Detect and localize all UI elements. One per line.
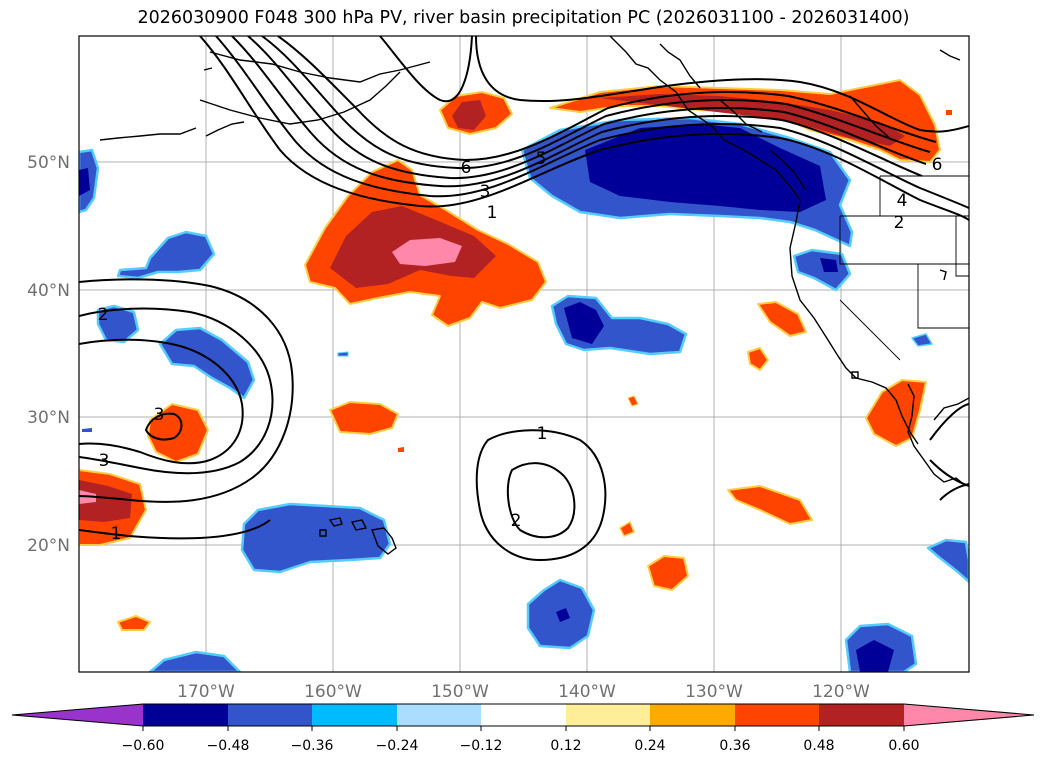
colorbar-tick-label: −0.12	[460, 738, 503, 754]
colorbar-segment	[819, 704, 904, 726]
colorbar-extend-low	[12, 704, 143, 726]
colorbar-tick-label: −0.24	[376, 738, 419, 754]
colorbar-segment	[228, 704, 312, 726]
lon-label-170w: 170°W	[177, 682, 235, 702]
colorbar-segment	[397, 704, 481, 726]
colorbar-tick-label: −0.60	[122, 738, 165, 754]
contour-label: 2	[894, 213, 905, 233]
contour-label: 6	[461, 158, 472, 178]
positive-precip-regions	[79, 79, 952, 631]
colorbar-segment	[312, 704, 397, 726]
colorbar-segment	[650, 704, 735, 726]
contour-label: 3	[99, 451, 110, 471]
pv-contours	[79, 36, 969, 562]
contour-label: 1	[537, 424, 548, 444]
contour-label: 2	[511, 511, 522, 531]
colorbar-segment	[566, 704, 650, 726]
negative-precip-regions	[79, 116, 969, 672]
contour-label: 2	[98, 305, 109, 325]
lat-label-30n: 30°N	[27, 408, 70, 428]
contour-label: 5	[536, 149, 547, 169]
colorbar-segment	[481, 704, 566, 726]
lat-label-50n: 50°N	[27, 153, 70, 173]
lon-label-120w: 120°W	[812, 682, 870, 702]
contour-label: 1	[111, 524, 122, 544]
map-frame	[78, 35, 970, 673]
contour-label: 3	[480, 182, 491, 202]
colorbar-segment	[143, 704, 228, 726]
political-borders	[839, 175, 969, 361]
lon-label-130w: 130°W	[685, 682, 743, 702]
colorbar-tick-label: 0.12	[550, 738, 581, 754]
colorbar-tick-label: −0.36	[291, 738, 334, 754]
contour-label: 3	[154, 405, 165, 425]
lon-label-150w: 150°W	[431, 682, 489, 702]
coastlines	[99, 36, 969, 555]
contour-label: 1	[487, 203, 498, 223]
lon-label-140w: 140°W	[558, 682, 616, 702]
colorbar-tick-label: 0.60	[888, 738, 919, 754]
lon-label-160w: 160°W	[304, 682, 362, 702]
longitude-labels: 170°W 160°W 150°W 140°W 130°W 120°W	[177, 682, 870, 702]
colorbar-tick-label: −0.48	[207, 738, 250, 754]
lat-label-40n: 40°N	[27, 281, 70, 301]
colorbar-segment	[735, 704, 819, 726]
latitude-labels: 50°N 40°N 30°N 20°N	[27, 153, 70, 556]
colorbar-ticks	[142, 726, 905, 731]
contour-labels: 6 5 3 1 2 3 1 1 2 6 4 2 3	[98, 149, 943, 544]
contour-label: 4	[897, 191, 908, 211]
precip-shading	[79, 79, 969, 672]
contour-label: 6	[932, 155, 943, 175]
colorbar-tick-label: 0.24	[634, 738, 665, 754]
colorbar: −0.60 −0.48 −0.36 −0.24 −0.12 0.12 0.24 …	[11, 703, 1035, 754]
lat-label-20n: 20°N	[27, 536, 70, 556]
chart-title: 2026030900 F048 300 hPa PV, river basin …	[137, 8, 910, 28]
colorbar-extend-high	[904, 704, 1034, 726]
colorbar-tick-label: 0.36	[719, 738, 750, 754]
colorbar-tick-label: 0.48	[803, 738, 834, 754]
